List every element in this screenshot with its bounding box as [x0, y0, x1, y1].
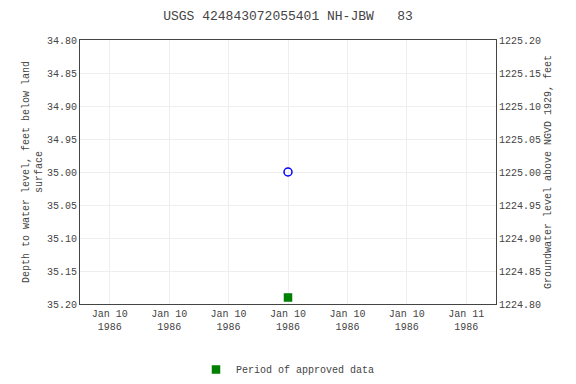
svg-text:Groundwater level above NGVD 1: Groundwater level above NGVD 1929, feet	[543, 55, 554, 289]
svg-text:35.05: 35.05	[47, 201, 77, 212]
svg-text:34.80: 34.80	[47, 36, 77, 47]
svg-text:Jan 101986: Jan 101986	[151, 309, 187, 333]
svg-text:1225.10: 1225.10	[499, 102, 541, 113]
svg-text:1225.05: 1225.05	[499, 135, 541, 146]
svg-text:1225.20: 1225.20	[499, 36, 541, 47]
svg-text:Jan 101986: Jan 101986	[389, 309, 425, 333]
svg-text:35.15: 35.15	[47, 267, 77, 278]
svg-text:35.10: 35.10	[47, 234, 77, 245]
svg-text:1224.80: 1224.80	[499, 300, 541, 311]
svg-text:34.90: 34.90	[47, 102, 77, 113]
svg-text:35.20: 35.20	[47, 300, 77, 311]
svg-text:34.95: 34.95	[47, 135, 77, 146]
svg-text:Jan 101986: Jan 101986	[92, 309, 128, 333]
svg-text:1225.15: 1225.15	[499, 69, 541, 80]
svg-text:1225.00: 1225.00	[499, 168, 541, 179]
svg-text:35.00: 35.00	[47, 168, 77, 179]
svg-text:Jan 101986: Jan 101986	[211, 309, 247, 333]
svg-text:USGS 424843072055401 NH-JBW: USGS 424843072055401 NH-JBW 83	[163, 9, 413, 24]
svg-text:Depth to water level, feet bel: Depth to water level, feet below landsur…	[21, 61, 45, 283]
svg-text:34.85: 34.85	[47, 69, 77, 80]
svg-text:1224.95: 1224.95	[499, 201, 541, 212]
svg-text:1224.85: 1224.85	[499, 267, 541, 278]
svg-text:Period of approved data: Period of approved data	[236, 365, 374, 376]
svg-text:Jan 111986: Jan 111986	[448, 309, 484, 333]
svg-text:Jan 101986: Jan 101986	[329, 309, 365, 333]
svg-text:Jan 101986: Jan 101986	[270, 309, 306, 333]
svg-text:1224.90: 1224.90	[499, 234, 541, 245]
